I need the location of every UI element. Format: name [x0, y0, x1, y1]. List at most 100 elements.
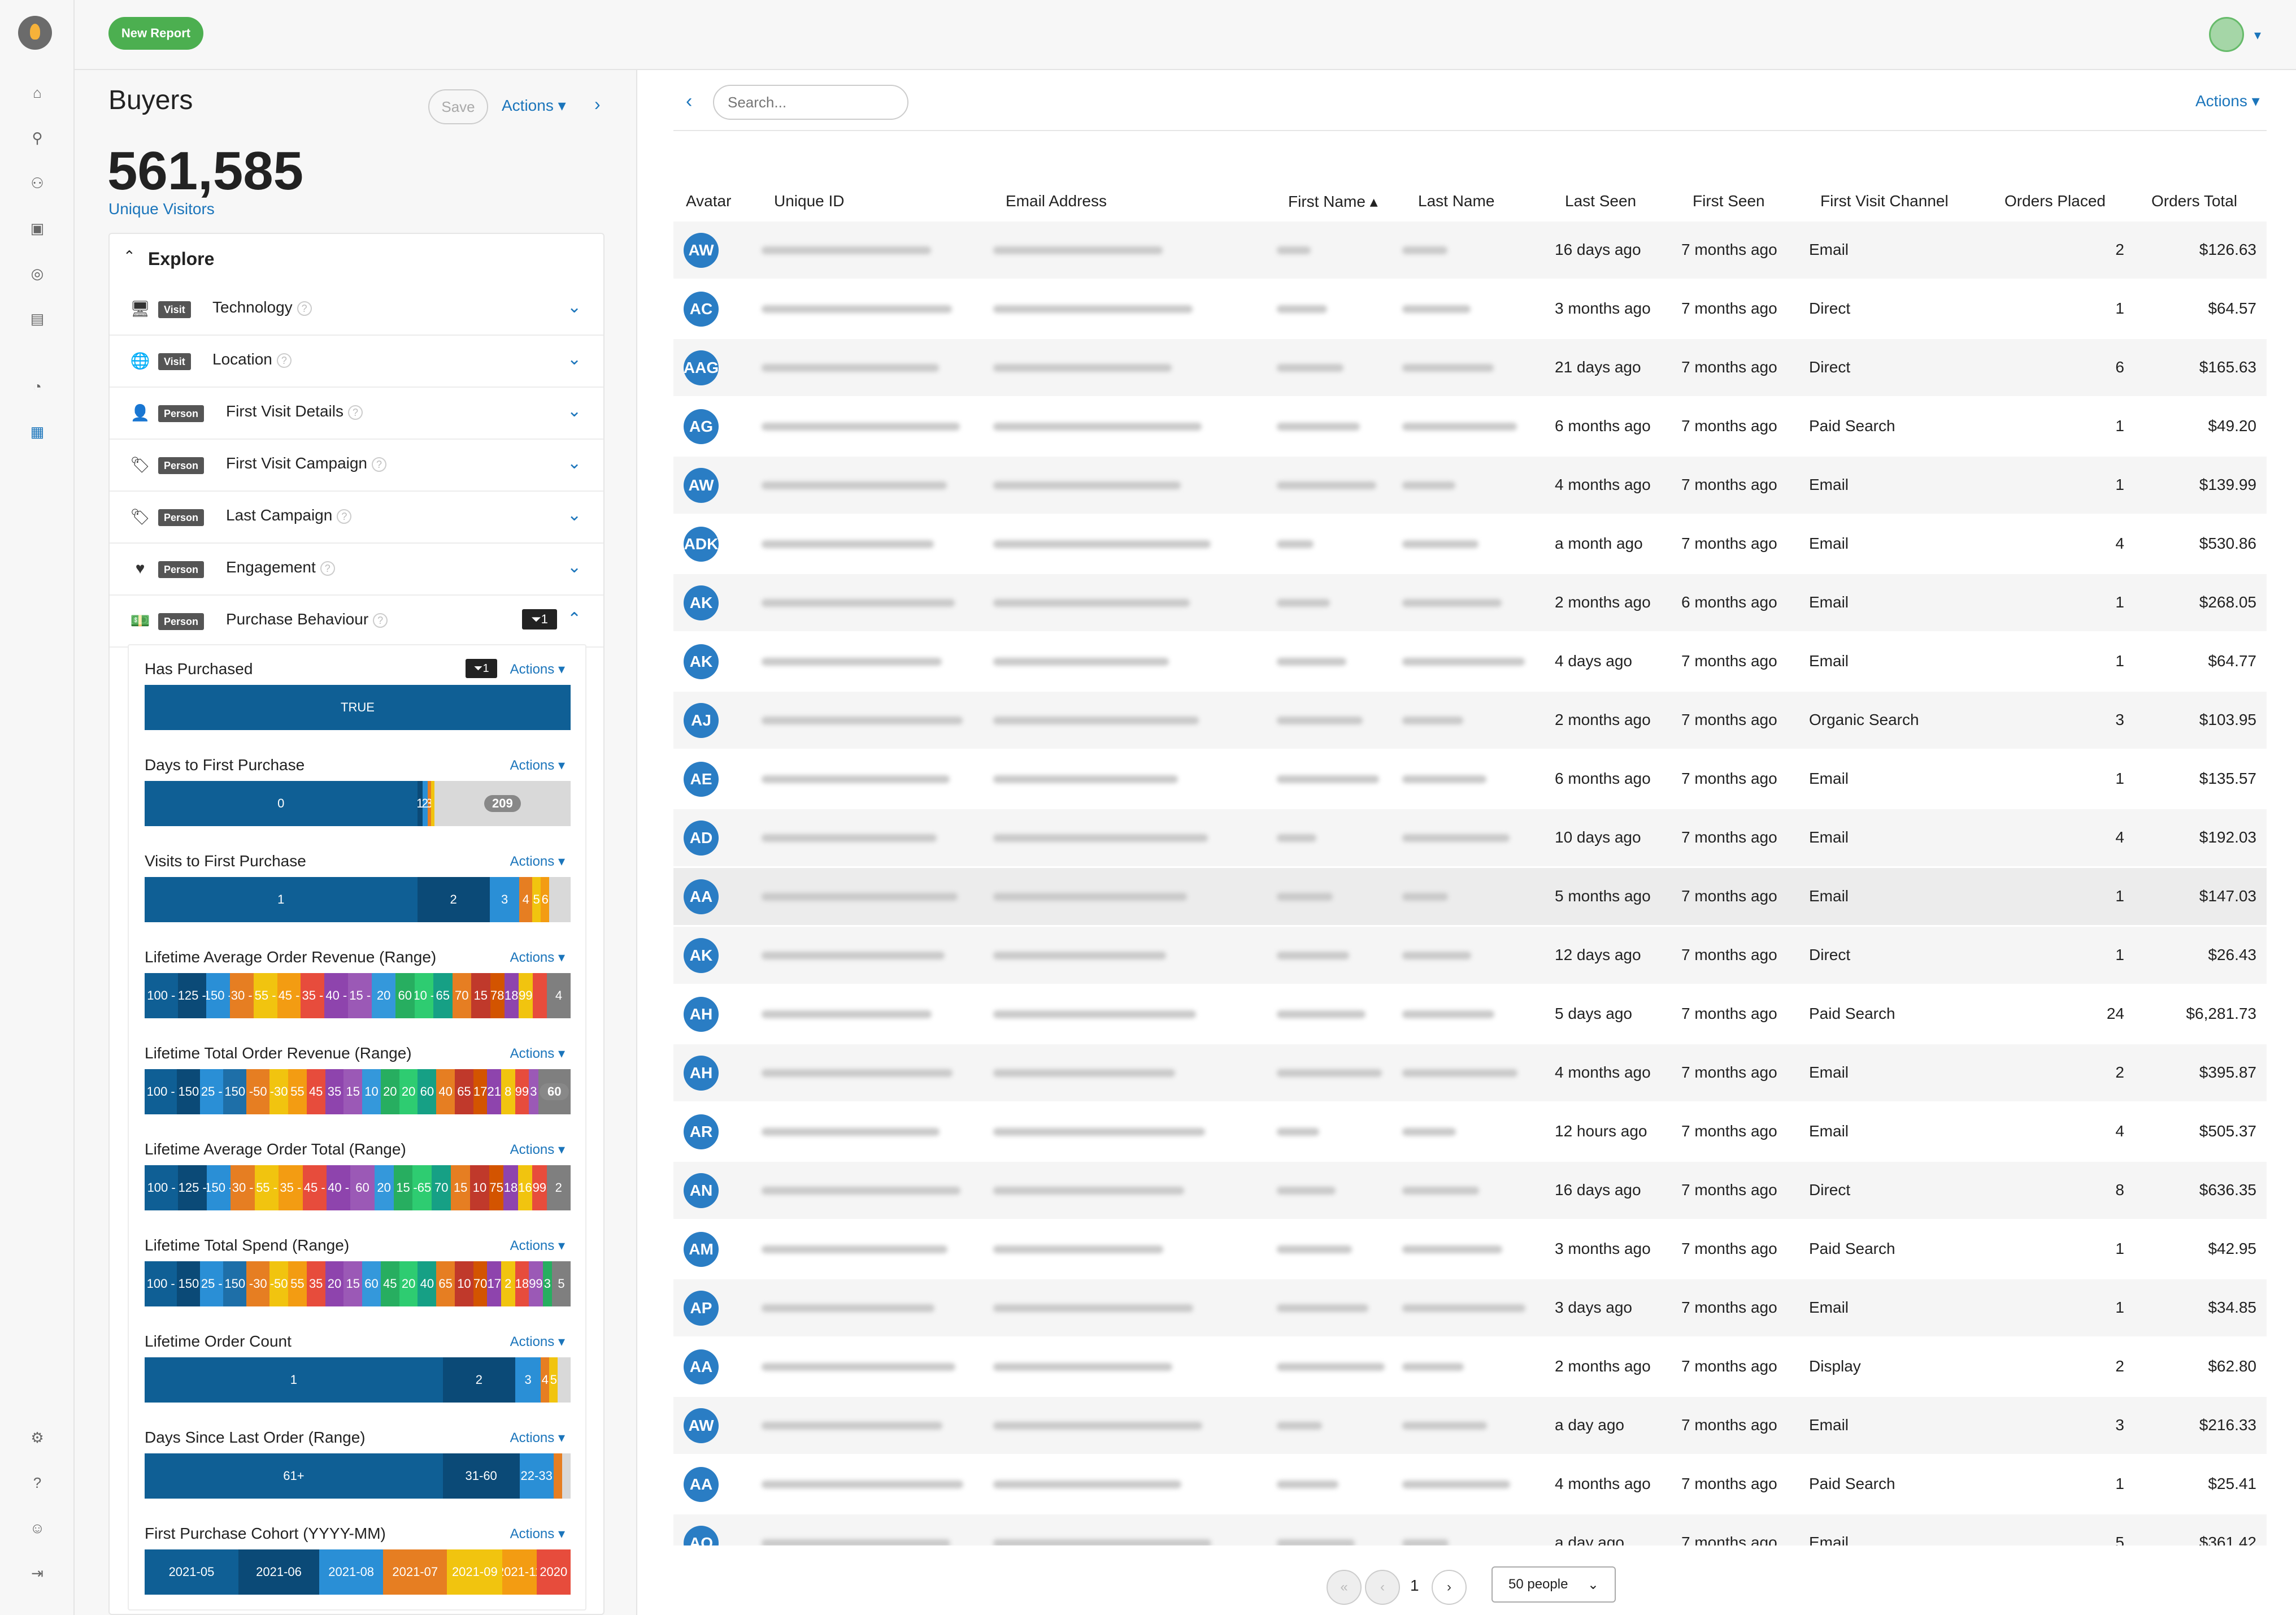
explore-heading[interactable]: Explore [148, 249, 215, 269]
distribution-segment[interactable]: 22-33 [519, 1453, 554, 1499]
avatar[interactable]: AD [684, 820, 719, 856]
logout-icon[interactable]: ⇥ [31, 1564, 44, 1582]
attribute-actions-menu[interactable]: Actions ▾ [510, 1238, 565, 1253]
dimension-row[interactable]: 🌐 Visit Location? ⌄ [110, 336, 603, 388]
avatar[interactable]: AM [684, 1232, 719, 1267]
distribution-segment[interactable]: 3 [427, 781, 431, 826]
distribution-segment[interactable]: 209 [434, 781, 571, 826]
distribution-segment[interactable]: 65 [455, 1069, 473, 1114]
dimension-row[interactable]: 👤 Person First Visit Details? ⌄ [110, 388, 603, 440]
distribution-segment[interactable]: 2 [417, 877, 490, 922]
user-icon[interactable]: ☺ [29, 1519, 45, 1536]
app-logo[interactable] [18, 16, 52, 50]
table-actions-menu[interactable]: Actions ▾ [2195, 92, 2260, 110]
distribution-segment[interactable]: 20 [374, 1165, 394, 1210]
distribution-segment[interactable]: 10 [455, 1261, 473, 1306]
distribution-segment[interactable]: 20 [380, 1069, 399, 1114]
distribution-segment[interactable]: 65 [433, 973, 453, 1018]
avatar[interactable]: AW [684, 233, 719, 268]
distribution-segment[interactable]: 40 [418, 1261, 437, 1306]
distribution-segment[interactable] [562, 1453, 571, 1499]
avatar[interactable]: AA [684, 1349, 719, 1384]
help-icon[interactable]: ? [33, 1474, 42, 1491]
distribution-segment[interactable]: 40 - [326, 1165, 351, 1210]
distribution-segment[interactable]: 5 [552, 1261, 571, 1306]
distribution-segment[interactable]: 60 [362, 1261, 381, 1306]
gauge-icon[interactable]: ◔ [33, 377, 42, 395]
distribution-segment[interactable]: 40 - [324, 973, 349, 1018]
distribution-segment[interactable]: 10 - [414, 973, 434, 1018]
distribution-segment[interactable]: 99 [518, 973, 533, 1018]
avatar[interactable]: AK [684, 938, 719, 973]
distribution-segment[interactable]: 70 [473, 1261, 488, 1306]
attribute-actions-menu[interactable]: Actions ▾ [510, 1430, 565, 1445]
people-icon[interactable]: ⚇ [31, 174, 44, 192]
distribution-segment[interactable]: 2 [422, 781, 428, 826]
distribution-segment[interactable]: 15 [343, 1069, 363, 1114]
chevron-right-icon[interactable]: › [594, 94, 601, 114]
table-row[interactable]: AW a day ago 7 months ago Email 3 $216.33 [673, 1397, 2267, 1456]
column-header[interactable]: Last Seen [1565, 192, 1637, 210]
table-row[interactable]: AH 4 months ago 7 months ago Email 2 $395.87 [673, 1044, 2267, 1103]
distribution-segment[interactable]: 3 [529, 1069, 538, 1114]
distribution-segment[interactable]: 16 [518, 1165, 533, 1210]
chevron-down-icon[interactable]: ▾ [2254, 28, 2262, 43]
distribution-segment[interactable]: 15 [343, 1261, 363, 1306]
chevron-up-icon[interactable]: ⌃ [567, 610, 582, 628]
visitor-count-label[interactable]: Unique Visitors [108, 200, 215, 218]
panel-actions-menu[interactable]: Actions ▾ [502, 97, 566, 114]
distribution-segment[interactable]: -50 [246, 1069, 270, 1114]
distribution-segment[interactable]: 20 [399, 1261, 418, 1306]
table-row[interactable]: AG 6 months ago 7 months ago Paid Search 1 $4… [673, 398, 2267, 457]
dimension-row[interactable]: 🏷 Person Last Campaign? ⌄ [110, 492, 603, 544]
distribution-segment[interactable]: 4 [519, 877, 533, 922]
distribution-segment[interactable]: 5 [532, 877, 541, 922]
distribution-segment[interactable]: -65 [412, 1165, 432, 1210]
wallet-icon[interactable]: ▤ [30, 310, 45, 327]
distribution-segment[interactable]: 100 - [145, 1261, 177, 1306]
distribution-segment[interactable]: 125 - [178, 1165, 207, 1210]
distribution-segment[interactable]: 2 [501, 1261, 515, 1306]
distribution-segment[interactable]: 35 [325, 1069, 344, 1114]
chevron-down-icon[interactable]: ⌄ [567, 558, 582, 576]
distribution-segment[interactable]: 100 - [145, 1165, 179, 1210]
distribution-segment[interactable] [558, 1357, 571, 1403]
distribution-segment[interactable]: 21 [487, 1069, 501, 1114]
avatar[interactable]: AK [684, 644, 719, 679]
column-header[interactable]: Avatar [686, 192, 732, 210]
column-header[interactable]: Unique ID [774, 192, 845, 210]
avatar[interactable]: AW [684, 468, 719, 503]
distribution-segment[interactable]: 10 [470, 1165, 489, 1210]
distribution-segment[interactable]: 150 [177, 1069, 201, 1114]
distribution-segment[interactable]: 150 [223, 1069, 247, 1114]
avatar[interactable]: AR [684, 1114, 719, 1149]
avatar[interactable]: AA [684, 1467, 719, 1502]
attribute-actions-menu[interactable]: Actions ▾ [510, 662, 565, 677]
buyers-icon[interactable]: ▦ [30, 423, 45, 440]
distribution-segment[interactable] [549, 877, 571, 922]
help-icon[interactable]: ? [337, 509, 352, 524]
distribution-segment[interactable]: 15 [451, 1165, 471, 1210]
distribution-segment[interactable]: 150 - [206, 973, 230, 1018]
avatar[interactable]: AP [684, 1291, 719, 1326]
table-row[interactable]: AM 3 months ago 7 months ago Paid Search 1 $4… [673, 1221, 2267, 1279]
distribution-segment[interactable]: 2 [442, 1357, 515, 1403]
column-header[interactable]: Orders Total [2151, 192, 2237, 210]
distribution-segment[interactable]: 65 [436, 1261, 455, 1306]
distribution-segment[interactable]: 30 - [231, 1165, 255, 1210]
distribution-segment[interactable]: 150 [177, 1261, 201, 1306]
table-row[interactable]: AA 4 months ago 7 months ago Paid Search 1 $2… [673, 1456, 2267, 1514]
help-icon[interactable]: ? [347, 405, 363, 420]
table-row[interactable]: AW 4 months ago 7 months ago Email 1 $139.99 [673, 457, 2267, 515]
distribution-segment[interactable]: -50 [269, 1261, 289, 1306]
distribution-segment[interactable]: 150 [223, 1261, 247, 1306]
distribution-segment[interactable]: 125 - [177, 973, 206, 1018]
table-row[interactable]: AK 12 days ago 7 months ago Direct 1 $26.43 [673, 927, 2267, 986]
new-report-button[interactable]: New Report [108, 17, 203, 50]
filter-count-badge[interactable]: ⏷ 1 [522, 609, 557, 629]
table-row[interactable]: ADK a month ago 7 months ago Email 4 $530.86 [673, 515, 2267, 574]
chevron-down-icon[interactable]: ⌄ [567, 350, 582, 368]
avatar[interactable]: AE [684, 762, 719, 797]
distribution-segment[interactable]: 100 - [145, 973, 178, 1018]
distribution-segment[interactable]: 75 [489, 1165, 504, 1210]
